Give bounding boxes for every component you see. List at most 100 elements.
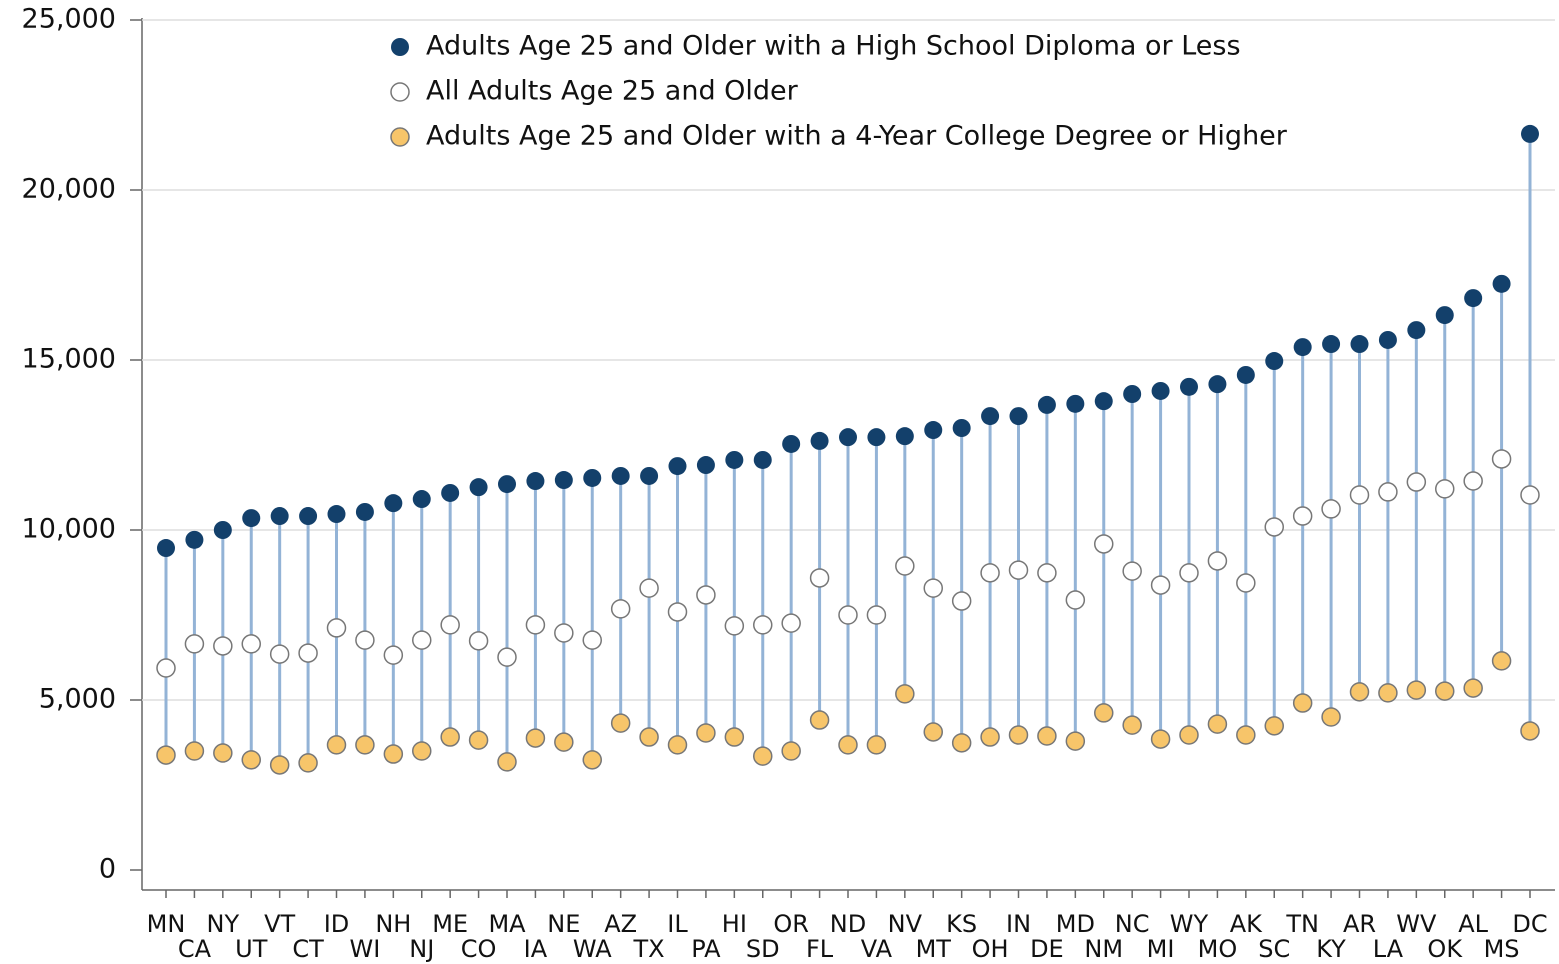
dot xyxy=(810,431,829,450)
dot xyxy=(980,727,1000,747)
dot xyxy=(951,591,972,611)
dot xyxy=(1236,573,1256,593)
dot xyxy=(668,457,687,476)
dot xyxy=(1435,479,1455,499)
dot xyxy=(781,613,801,633)
dot xyxy=(1407,321,1426,340)
x-tick-label: KY xyxy=(1316,935,1346,963)
dot xyxy=(1066,394,1085,413)
dot xyxy=(809,568,830,588)
x-tick-label: NV xyxy=(888,910,923,938)
x-tick-label: NJ xyxy=(409,935,434,963)
dot xyxy=(1179,725,1199,745)
dot xyxy=(1491,449,1512,469)
dot xyxy=(981,407,1000,426)
dot xyxy=(468,730,489,750)
x-tick-label: ME xyxy=(432,910,468,938)
legend-label: Adults Age 25 and Older with a High Scho… xyxy=(426,31,1241,62)
y-tick-label: 0 xyxy=(99,854,116,885)
x-tick-label: VT xyxy=(264,910,295,938)
dot xyxy=(667,602,688,622)
x-tick-label: OH xyxy=(972,935,1009,963)
dot xyxy=(753,615,773,635)
dot xyxy=(184,741,205,761)
legend-marker xyxy=(390,82,410,102)
dot xyxy=(1435,681,1455,701)
dot xyxy=(582,750,602,770)
x-tick-label: VA xyxy=(861,935,893,963)
dot xyxy=(1378,330,1397,349)
dot xyxy=(1491,651,1512,671)
dot xyxy=(1008,725,1029,745)
dot xyxy=(157,539,175,558)
dot xyxy=(838,735,858,755)
dot xyxy=(952,419,971,437)
dot xyxy=(383,744,404,764)
dot xyxy=(1463,471,1483,491)
dot xyxy=(951,733,972,753)
dot xyxy=(497,647,517,667)
dot xyxy=(1264,716,1284,736)
dot xyxy=(895,427,914,446)
x-tick-label: NH xyxy=(375,910,411,938)
x-tick-label: TX xyxy=(633,935,665,963)
dot xyxy=(1037,563,1057,583)
x-tick-label: NM xyxy=(1084,935,1123,963)
dot xyxy=(809,710,830,730)
dot xyxy=(866,735,887,755)
x-tick-label: WY xyxy=(1170,910,1209,938)
dot xyxy=(270,507,289,526)
dot xyxy=(185,530,204,549)
x-tick-label: MA xyxy=(488,910,526,938)
dot xyxy=(1520,485,1540,505)
x-tick-label: MT xyxy=(916,935,952,963)
dot xyxy=(525,728,546,748)
dot xyxy=(611,466,630,485)
dot xyxy=(610,599,631,619)
x-tick-label: AK xyxy=(1230,910,1263,938)
dot xyxy=(895,684,915,704)
dot xyxy=(1208,375,1227,394)
dot xyxy=(242,509,261,528)
dot xyxy=(1236,365,1255,384)
dot xyxy=(980,563,1000,583)
dot xyxy=(440,727,460,747)
dot xyxy=(554,471,573,490)
dot xyxy=(1322,335,1341,354)
dot xyxy=(639,578,659,598)
dot xyxy=(923,722,943,742)
y-tick-label: 20,000 xyxy=(22,174,116,205)
dot xyxy=(498,475,516,494)
x-tick-label: AL xyxy=(1458,910,1488,938)
x-tick-label: OK xyxy=(1427,935,1463,963)
y-tick-label: 5,000 xyxy=(39,684,116,715)
x-tick-label: KS xyxy=(946,910,977,938)
x-tick-label: WV xyxy=(1396,910,1437,938)
x-tick-label: CT xyxy=(292,935,324,963)
x-tick-label: NY xyxy=(207,910,240,938)
dot xyxy=(440,615,460,635)
dot xyxy=(1264,517,1284,537)
dot xyxy=(1207,714,1228,734)
dot xyxy=(213,743,233,763)
dot xyxy=(838,605,858,625)
dot xyxy=(299,507,318,526)
dot xyxy=(725,450,744,469)
dot xyxy=(1094,392,1113,411)
dot xyxy=(866,605,887,625)
dot xyxy=(1293,338,1312,357)
dot xyxy=(1520,721,1540,741)
x-tick-label: ND xyxy=(830,910,866,938)
x-tick-label: IA xyxy=(524,935,548,963)
dot xyxy=(867,428,886,447)
dot xyxy=(924,421,943,440)
x-tick-label: HI xyxy=(722,910,747,938)
x-tick-label: NC xyxy=(1115,910,1150,938)
dot xyxy=(1435,306,1454,325)
dot xyxy=(1150,729,1171,749)
dot xyxy=(355,502,374,521)
dot xyxy=(1122,561,1142,581)
dot xyxy=(1179,563,1199,583)
dot xyxy=(1292,693,1313,713)
dot xyxy=(1292,506,1313,526)
